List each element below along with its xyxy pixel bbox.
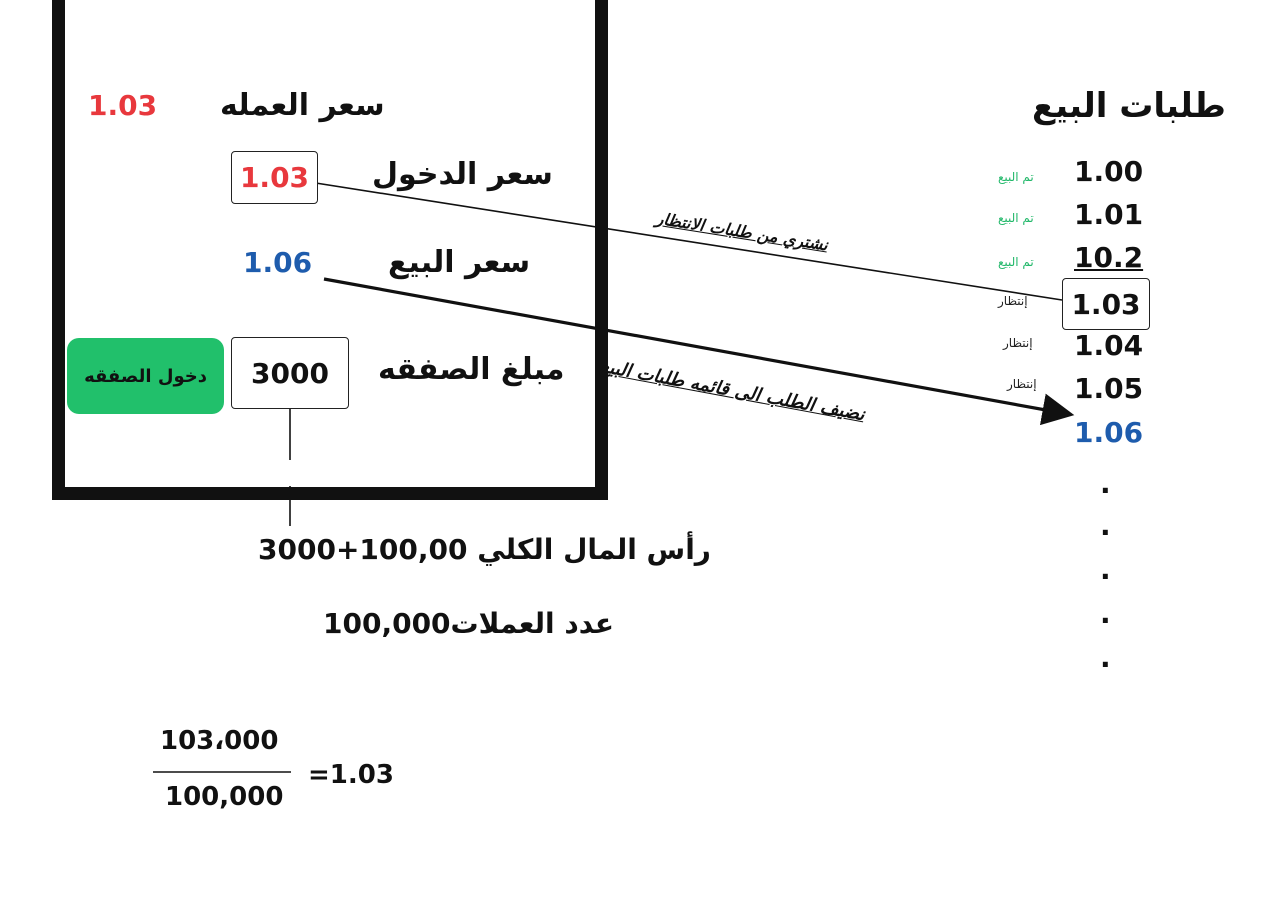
order-price-6: 1.05 bbox=[1074, 372, 1144, 405]
entry-price-label: سعر الدخول bbox=[372, 157, 553, 192]
sell-to-list-arrow bbox=[323, 277, 1075, 426]
order-price-5: 1.04 bbox=[1074, 329, 1144, 362]
trade-panel-gap bbox=[70, 460, 565, 486]
order-price-3: 10.2 bbox=[1074, 241, 1144, 274]
sell-orders-title: طلبات البيع bbox=[1032, 86, 1226, 126]
fraction-result: =1.03 bbox=[308, 760, 394, 790]
entry-to-waiting-line bbox=[302, 180, 1063, 301]
coin-count-text: عدد العملات100,000 bbox=[323, 607, 615, 640]
order-price-2: 1.01 bbox=[1074, 198, 1144, 231]
deal-amount-value: 3000 bbox=[251, 356, 329, 390]
fraction-denominator: 100,000 bbox=[165, 782, 284, 812]
fraction-numerator: 103،000 bbox=[160, 726, 279, 756]
currency-price-value: 1.03 bbox=[88, 89, 158, 122]
entry-price-field[interactable]: 1.03 bbox=[231, 151, 318, 204]
deal-amount-label: مبلغ الصفقه bbox=[378, 352, 565, 387]
total-capital-text: رأس المال الكلي 100,00+3000 bbox=[258, 533, 711, 566]
ellipsis-dot-4: . bbox=[1100, 597, 1111, 630]
ellipsis-dot-3: . bbox=[1100, 553, 1111, 586]
order-status-6: إنتظار bbox=[1007, 377, 1037, 391]
order-price-4: 1.03 bbox=[1071, 287, 1141, 321]
waiting-order-box: 1.03 bbox=[1062, 278, 1150, 330]
order-price-7: 1.06 bbox=[1074, 416, 1144, 449]
ellipsis-dot-2: . bbox=[1100, 509, 1111, 542]
currency-price-label: سعر العمله bbox=[220, 88, 385, 123]
ellipsis-dot-1: . bbox=[1100, 467, 1111, 500]
entry-price-value: 1.03 bbox=[239, 161, 310, 194]
order-status-2: تم البيع bbox=[998, 211, 1034, 225]
order-status-1: تم البيع bbox=[998, 170, 1034, 184]
trade-panel-frame bbox=[52, 0, 608, 500]
order-status-4: إنتظار bbox=[998, 294, 1028, 308]
deal-amount-field[interactable]: 3000 bbox=[231, 337, 349, 409]
order-price-1: 1.00 bbox=[1074, 155, 1144, 188]
ellipsis-dot-5: . bbox=[1100, 641, 1111, 674]
enter-deal-button[interactable]: دخول الصفقه bbox=[67, 338, 224, 414]
order-status-3: تم البيع bbox=[998, 255, 1034, 269]
sell-price-label: سعر البيع bbox=[388, 245, 531, 280]
order-status-5: إنتظار bbox=[1003, 336, 1033, 350]
sell-price-value: 1.06 bbox=[243, 246, 313, 279]
